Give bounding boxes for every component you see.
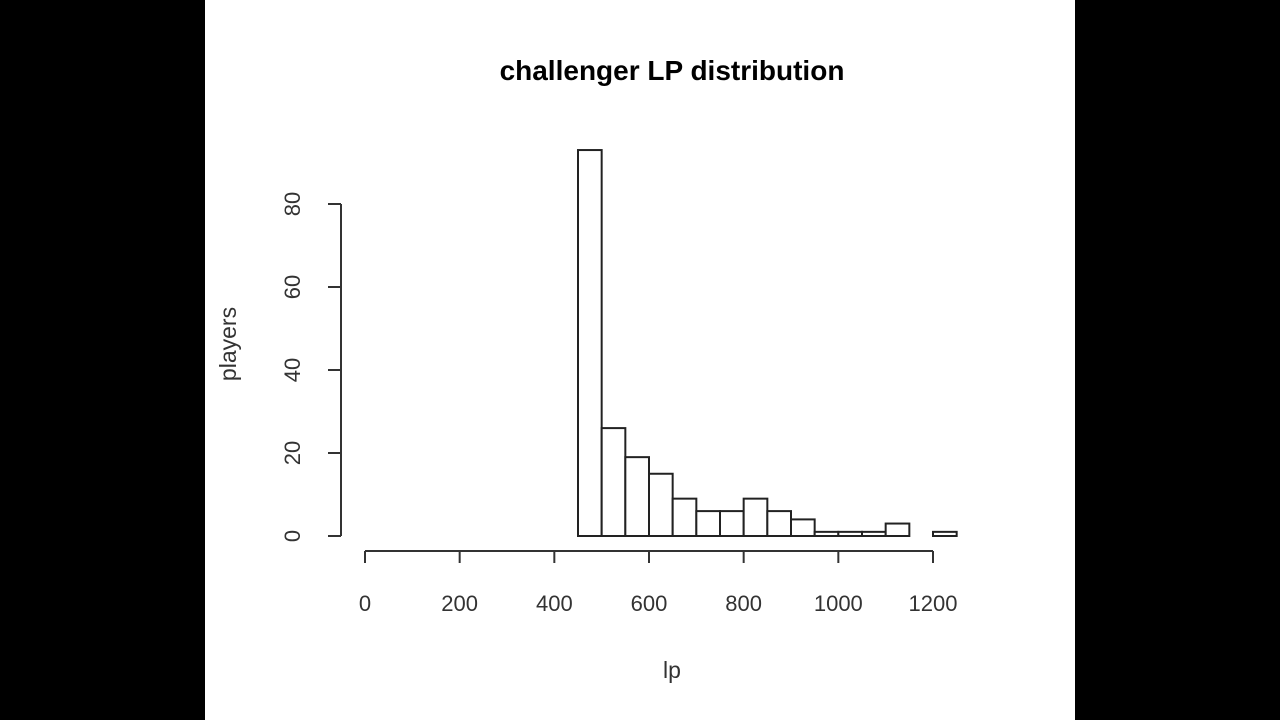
x-tick-label: 0 — [359, 591, 371, 616]
histogram-bar — [742, 497, 769, 537]
histogram-bar — [577, 149, 603, 538]
y-axis: 0 20 40 60 80 — [280, 192, 342, 542]
histogram-bar — [790, 518, 816, 538]
y-tick-label: 60 — [280, 275, 305, 299]
x-tick-label: 200 — [441, 591, 478, 616]
histogram-bar — [648, 472, 674, 537]
x-axis: 0 200 400 600 800 1000 1200 — [359, 550, 958, 616]
histogram-bar — [719, 510, 745, 538]
y-tick-label: 80 — [280, 192, 305, 216]
histogram-bar — [884, 522, 911, 537]
histogram-bar — [932, 530, 958, 537]
y-tick-label: 20 — [280, 441, 305, 465]
histogram-bar — [695, 510, 721, 538]
x-axis-label: lp — [663, 657, 681, 683]
histogram-bar — [861, 530, 887, 537]
histogram-bar — [813, 530, 840, 537]
histogram-bar — [600, 427, 627, 538]
y-tick-label: 40 — [280, 358, 305, 382]
y-axis-label: players — [215, 307, 241, 381]
x-tick-label: 800 — [725, 591, 762, 616]
x-tick-label: 400 — [536, 591, 573, 616]
plot-panel — [205, 0, 1075, 720]
y-tick-label: 0 — [280, 530, 305, 542]
histogram-bar — [837, 530, 863, 537]
chart-title: challenger LP distribution — [500, 55, 845, 86]
histogram-bar — [624, 456, 650, 537]
histogram-bar — [671, 497, 698, 537]
x-tick-label: 1000 — [814, 591, 863, 616]
histogram-bar — [766, 510, 792, 538]
x-tick-label: 600 — [631, 591, 668, 616]
x-tick-label: 1200 — [909, 591, 958, 616]
histogram-bars — [577, 149, 958, 538]
